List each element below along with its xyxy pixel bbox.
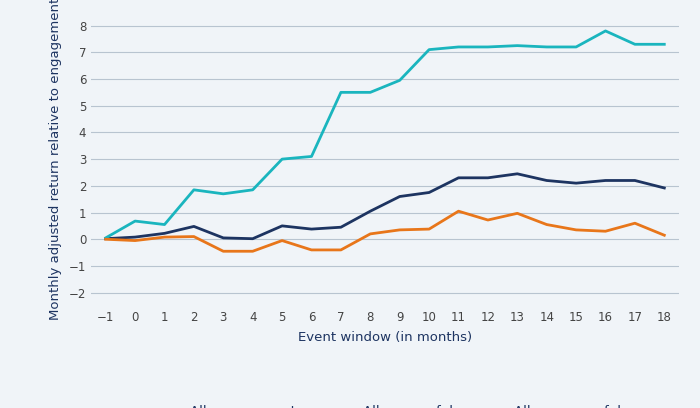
X-axis label: Event window (in months): Event window (in months)	[298, 331, 472, 344]
Y-axis label: Monthly adjusted return relative to engagement: Monthly adjusted return relative to enga…	[49, 0, 62, 320]
Legend: All engagements, All successful, All unsuccessful: All engagements, All successful, All uns…	[144, 399, 626, 408]
